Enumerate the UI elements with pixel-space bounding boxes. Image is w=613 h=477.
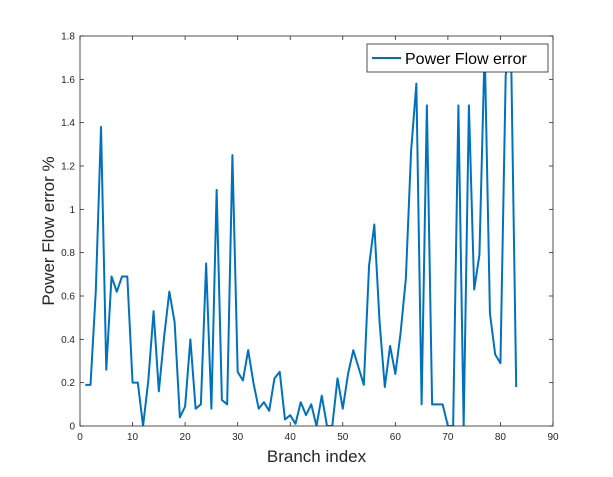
y-tick-label: 0.6 [61, 292, 75, 303]
y-tick-label: 1.8 [61, 32, 75, 43]
x-tick-label: 10 [127, 432, 139, 443]
y-tick-label: 1.2 [61, 162, 75, 173]
y-tick-labels: 0 0.2 0.4 0.6 0.8 1 1.2 1.4 1.6 1.8 [61, 32, 75, 433]
y-tick-label: 0 [69, 422, 75, 433]
x-tick-label: 80 [495, 432, 507, 443]
x-tick-label: 90 [547, 432, 559, 443]
x-tick-label: 30 [232, 432, 244, 443]
x-tick-label: 40 [285, 432, 297, 443]
x-tick-labels: 0 10 20 30 40 50 60 70 80 90 [77, 432, 559, 443]
y-tick-label: 0.4 [61, 335, 75, 346]
y-axis-label: Power Flow error % [39, 156, 58, 305]
x-tick-label: 50 [337, 432, 349, 443]
y-tick-label: 1 [69, 205, 75, 216]
x-tick-label: 0 [77, 432, 83, 443]
x-tick-label: 60 [390, 432, 402, 443]
y-tick-label: 1.4 [61, 118, 75, 129]
legend: Power Flow error [366, 43, 549, 73]
legend-label: Power Flow error [405, 51, 527, 68]
x-axis-label: Branch index [267, 447, 367, 466]
plot-frame [79, 35, 554, 427]
y-tick-label: 0.2 [61, 378, 75, 389]
series-layer [85, 43, 518, 426]
y-tick-label: 0.8 [61, 248, 75, 259]
plot-area [80, 36, 553, 426]
y-tick-label: 1.6 [61, 75, 75, 86]
x-tick-label: 20 [180, 432, 192, 443]
series-line [85, 43, 518, 426]
x-tick-label: 70 [442, 432, 454, 443]
